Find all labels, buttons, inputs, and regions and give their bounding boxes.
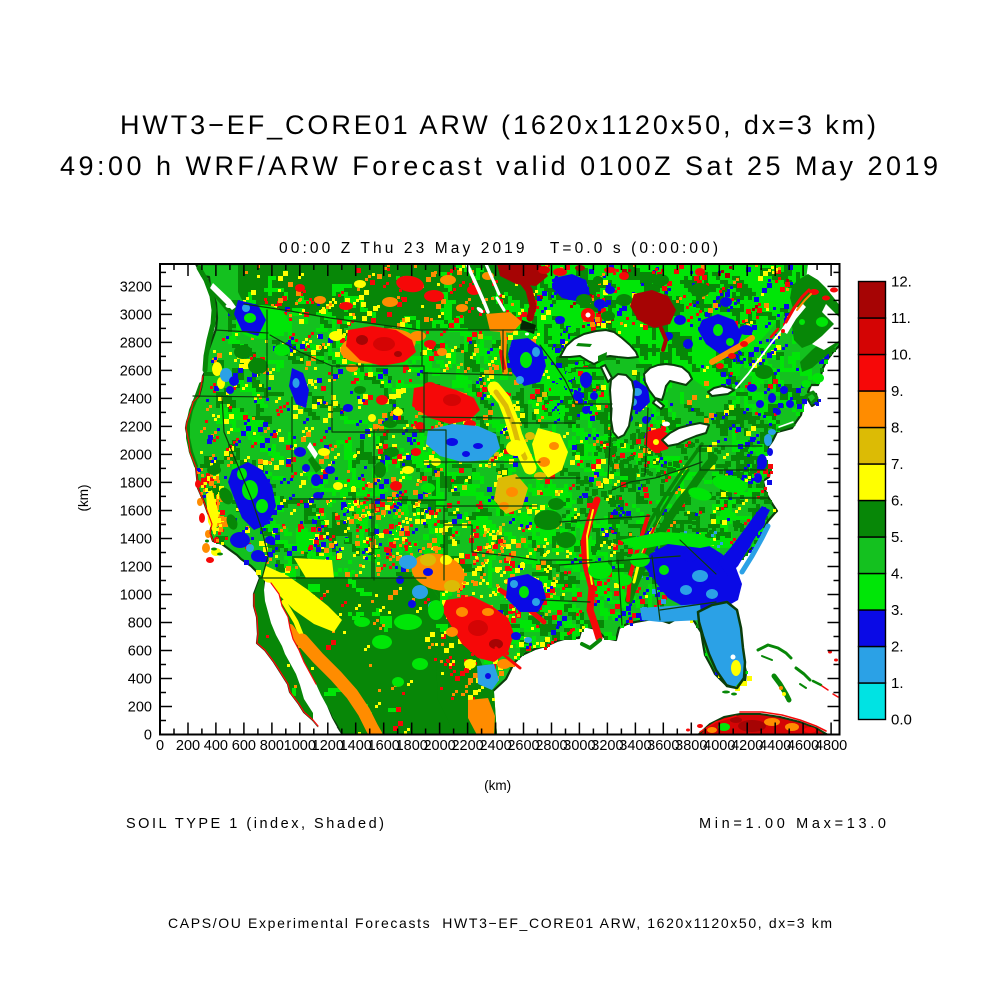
svg-text:3200: 3200 <box>591 738 623 754</box>
svg-text:4200: 4200 <box>731 738 763 754</box>
svg-text:800: 800 <box>260 738 284 754</box>
svg-text:4800: 4800 <box>815 738 847 754</box>
svg-text:6.: 6. <box>891 493 904 510</box>
svg-text:HWT3−EF_CORE01 ARW (1620x1120x: HWT3−EF_CORE01 ARW (1620x1120x50, dx=3 k… <box>120 110 876 140</box>
svg-text:(km): (km) <box>76 485 91 512</box>
svg-text:4400: 4400 <box>759 738 791 754</box>
svg-text:2600: 2600 <box>507 738 539 754</box>
svg-text:3800: 3800 <box>675 738 707 754</box>
svg-text:1800: 1800 <box>396 738 428 754</box>
svg-text:1400: 1400 <box>120 532 152 548</box>
svg-text:SOIL TYPE 1 (index, Shaded): SOIL TYPE 1 (index, Shaded) <box>126 816 384 832</box>
svg-text:400: 400 <box>128 672 152 688</box>
svg-text:200: 200 <box>128 700 152 716</box>
svg-text:3400: 3400 <box>619 738 651 754</box>
svg-text:00:00 Z Thu 23 May 2019 T=0.: 00:00 Z Thu 23 May 2019 T=0.0 s (0:00:00… <box>279 240 718 257</box>
svg-text:4.: 4. <box>891 566 904 583</box>
svg-text:2400: 2400 <box>120 391 152 407</box>
svg-text:1400: 1400 <box>340 738 372 754</box>
svg-text:4000: 4000 <box>703 738 735 754</box>
svg-text:1200: 1200 <box>312 738 344 754</box>
svg-text:600: 600 <box>128 644 152 660</box>
svg-text:3600: 3600 <box>647 738 679 754</box>
svg-text:11.: 11. <box>891 310 911 327</box>
svg-text:7.: 7. <box>891 456 904 473</box>
svg-text:2400: 2400 <box>479 738 511 754</box>
svg-text:1000: 1000 <box>284 738 316 754</box>
svg-text:1.: 1. <box>891 675 904 692</box>
svg-text:2800: 2800 <box>535 738 567 754</box>
svg-text:Min=1.00 Max=13.0: Min=1.00 Max=13.0 <box>699 816 886 832</box>
svg-text:800: 800 <box>128 616 152 632</box>
svg-text:2200: 2200 <box>451 738 483 754</box>
svg-text:4600: 4600 <box>787 738 819 754</box>
svg-text:8.: 8. <box>891 420 904 437</box>
svg-text:49:00 h WRF/ARW Forecast valid: 49:00 h WRF/ARW Forecast valid 0100Z Sat… <box>60 151 938 181</box>
svg-text:1600: 1600 <box>368 738 400 754</box>
svg-text:3200: 3200 <box>120 279 152 295</box>
svg-text:2800: 2800 <box>120 335 152 351</box>
svg-text:2200: 2200 <box>120 419 152 435</box>
svg-text:1800: 1800 <box>120 475 152 491</box>
svg-text:0.0: 0.0 <box>891 712 912 729</box>
svg-text:200: 200 <box>176 738 200 754</box>
svg-text:5.: 5. <box>891 529 904 546</box>
svg-text:1000: 1000 <box>120 588 152 604</box>
svg-text:(km): (km) <box>484 778 511 793</box>
svg-text:9.: 9. <box>891 383 904 400</box>
svg-text:10.: 10. <box>891 347 912 364</box>
svg-text:400: 400 <box>204 738 228 754</box>
svg-text:600: 600 <box>232 738 256 754</box>
svg-text:3000: 3000 <box>563 738 595 754</box>
svg-text:12.: 12. <box>891 274 912 291</box>
svg-text:1600: 1600 <box>120 504 152 520</box>
svg-text:3000: 3000 <box>120 307 152 323</box>
svg-text:2.: 2. <box>891 639 904 656</box>
svg-text:2600: 2600 <box>120 363 152 379</box>
svg-text:0: 0 <box>156 738 164 754</box>
svg-text:CAPS/OU Experimental Forecasts: CAPS/OU Experimental Forecasts HWT3−EF_C… <box>168 915 832 931</box>
svg-text:2000: 2000 <box>120 447 152 463</box>
svg-text:2000: 2000 <box>423 738 455 754</box>
svg-text:0: 0 <box>144 728 152 744</box>
svg-text:3.: 3. <box>891 602 904 619</box>
svg-text:1200: 1200 <box>120 560 152 576</box>
